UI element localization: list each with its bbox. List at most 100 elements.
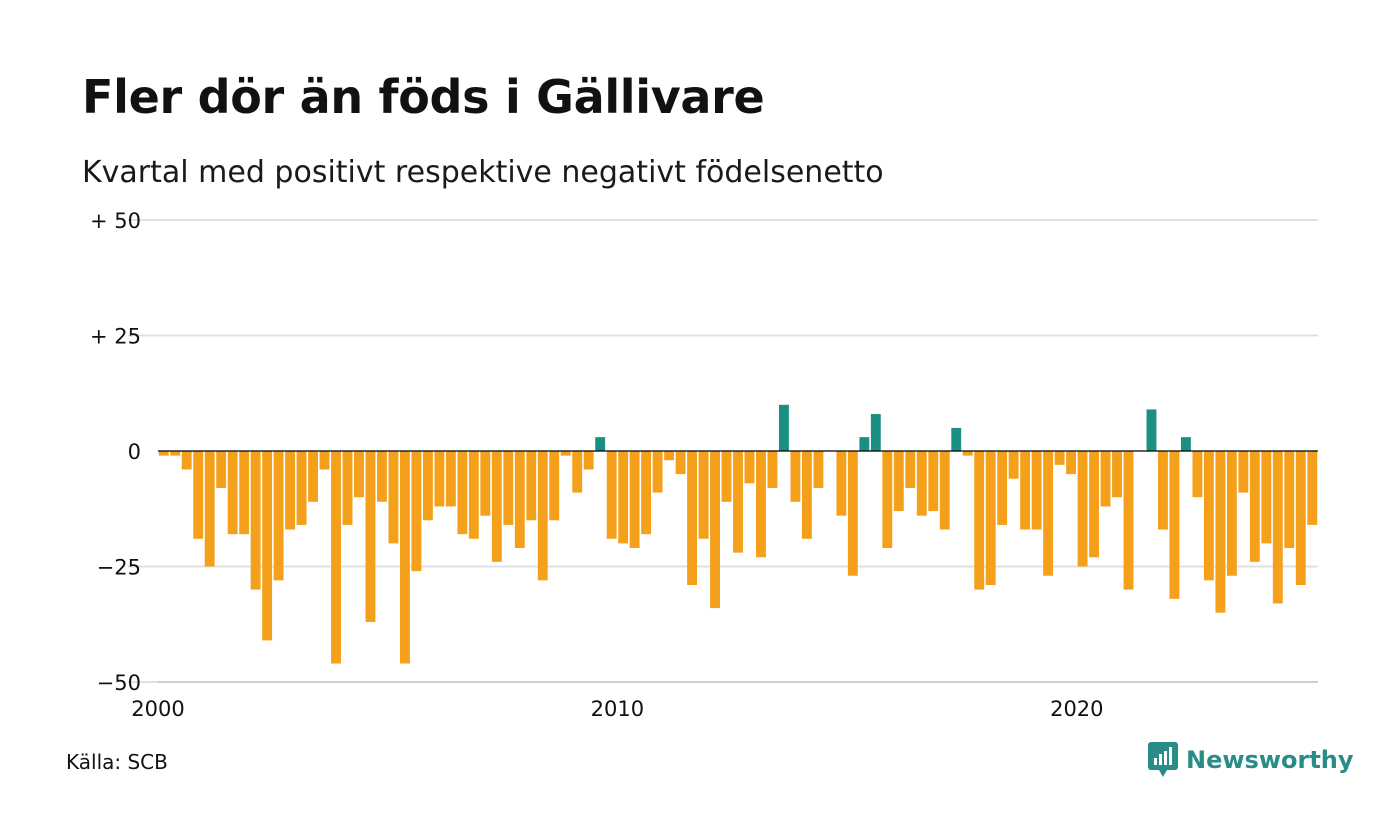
bar: [1077, 451, 1088, 567]
bar: [1112, 451, 1122, 498]
bar: [193, 451, 204, 539]
bar: [331, 451, 341, 664]
bar: [1100, 451, 1111, 507]
bar: [503, 451, 514, 525]
bar: [595, 437, 606, 451]
bar: [698, 451, 709, 539]
bar: [1031, 451, 1042, 530]
bar: [962, 451, 973, 456]
bar: [422, 451, 433, 521]
bar: [836, 451, 847, 516]
bar: [1295, 451, 1306, 585]
bar: [744, 451, 755, 484]
bar: [641, 451, 652, 535]
bar: [1089, 451, 1099, 558]
bar: [801, 451, 812, 539]
bar: [514, 451, 525, 549]
bar: [1284, 451, 1295, 549]
source-label: Källa: SCB: [66, 750, 168, 774]
x-tick-label: 2010: [591, 697, 644, 721]
bar: [1054, 451, 1065, 465]
bar: [1203, 451, 1214, 581]
bar: [560, 451, 571, 456]
bar: [434, 451, 445, 507]
bar: [675, 451, 686, 475]
bar: [767, 451, 778, 488]
bar: [974, 451, 985, 590]
bar: [399, 451, 410, 664]
bar: [710, 451, 720, 609]
y-axis-ticks: + 50 + 25 0 −25 −50: [90, 209, 141, 695]
bar: [779, 404, 789, 451]
bar: [1169, 451, 1180, 599]
x-tick-label: 2020: [1050, 697, 1103, 721]
bar: [847, 451, 858, 576]
bar: [170, 451, 181, 456]
bar: [1261, 451, 1272, 544]
bar: [882, 451, 893, 549]
bar: [1158, 451, 1168, 530]
bar: [905, 451, 916, 488]
bar: [549, 451, 560, 521]
chart-subtitle: Kvartal med positivt respektive negativt…: [82, 155, 884, 190]
bar: [618, 451, 629, 544]
bar: [308, 451, 318, 502]
bar: [457, 451, 468, 535]
bar: [1180, 437, 1191, 451]
x-axis-ticks: 2000 2010 2020: [131, 681, 1318, 721]
bars: [158, 404, 1318, 664]
bar: [928, 451, 939, 512]
bar: [939, 451, 950, 530]
bar: [1238, 451, 1249, 493]
bar: [1272, 451, 1283, 604]
bar: [1226, 451, 1237, 576]
bar: [365, 451, 376, 622]
bar: [158, 451, 169, 456]
bar: [813, 451, 824, 488]
bar: [239, 451, 250, 535]
bar: [756, 451, 766, 558]
bar: [893, 451, 904, 512]
newsworthy-logo-icon: [1148, 742, 1178, 777]
bar: [733, 451, 743, 553]
bar: [1043, 451, 1054, 576]
bar: [606, 451, 617, 539]
bar: [526, 451, 537, 521]
bar: [870, 414, 881, 451]
bar: [319, 451, 330, 470]
bar: [285, 451, 296, 530]
bar: [664, 451, 675, 461]
brand-name: Newsworthy: [1186, 746, 1354, 774]
bar: [204, 451, 215, 567]
bar: [1020, 451, 1031, 530]
bar: [1249, 451, 1260, 562]
bar: [377, 451, 387, 502]
bar: [629, 451, 640, 549]
bar: [1066, 451, 1077, 475]
bar: [951, 427, 962, 451]
bar: [997, 451, 1008, 525]
bar: [916, 451, 927, 516]
bar: [1307, 451, 1318, 525]
bar: [652, 451, 663, 493]
newsworthy-logo: Newsworthy: [1148, 742, 1354, 778]
bar: [468, 451, 479, 539]
bar: [537, 451, 548, 581]
bar: [572, 451, 583, 493]
y-tick-label: −50: [97, 671, 141, 695]
bar: [859, 437, 870, 451]
bar: [411, 451, 422, 572]
bar: [1215, 451, 1226, 613]
bar: [250, 451, 261, 590]
bar: [583, 451, 594, 470]
bar: [227, 451, 238, 535]
bar: [687, 451, 697, 585]
bar: [354, 451, 364, 498]
bar: [388, 451, 399, 544]
bar: [491, 451, 502, 562]
bar: [273, 451, 284, 581]
bar: [445, 451, 456, 507]
chart-title: Fler dör än föds i Gällivare: [82, 70, 765, 124]
y-tick-label: + 25: [90, 325, 141, 349]
